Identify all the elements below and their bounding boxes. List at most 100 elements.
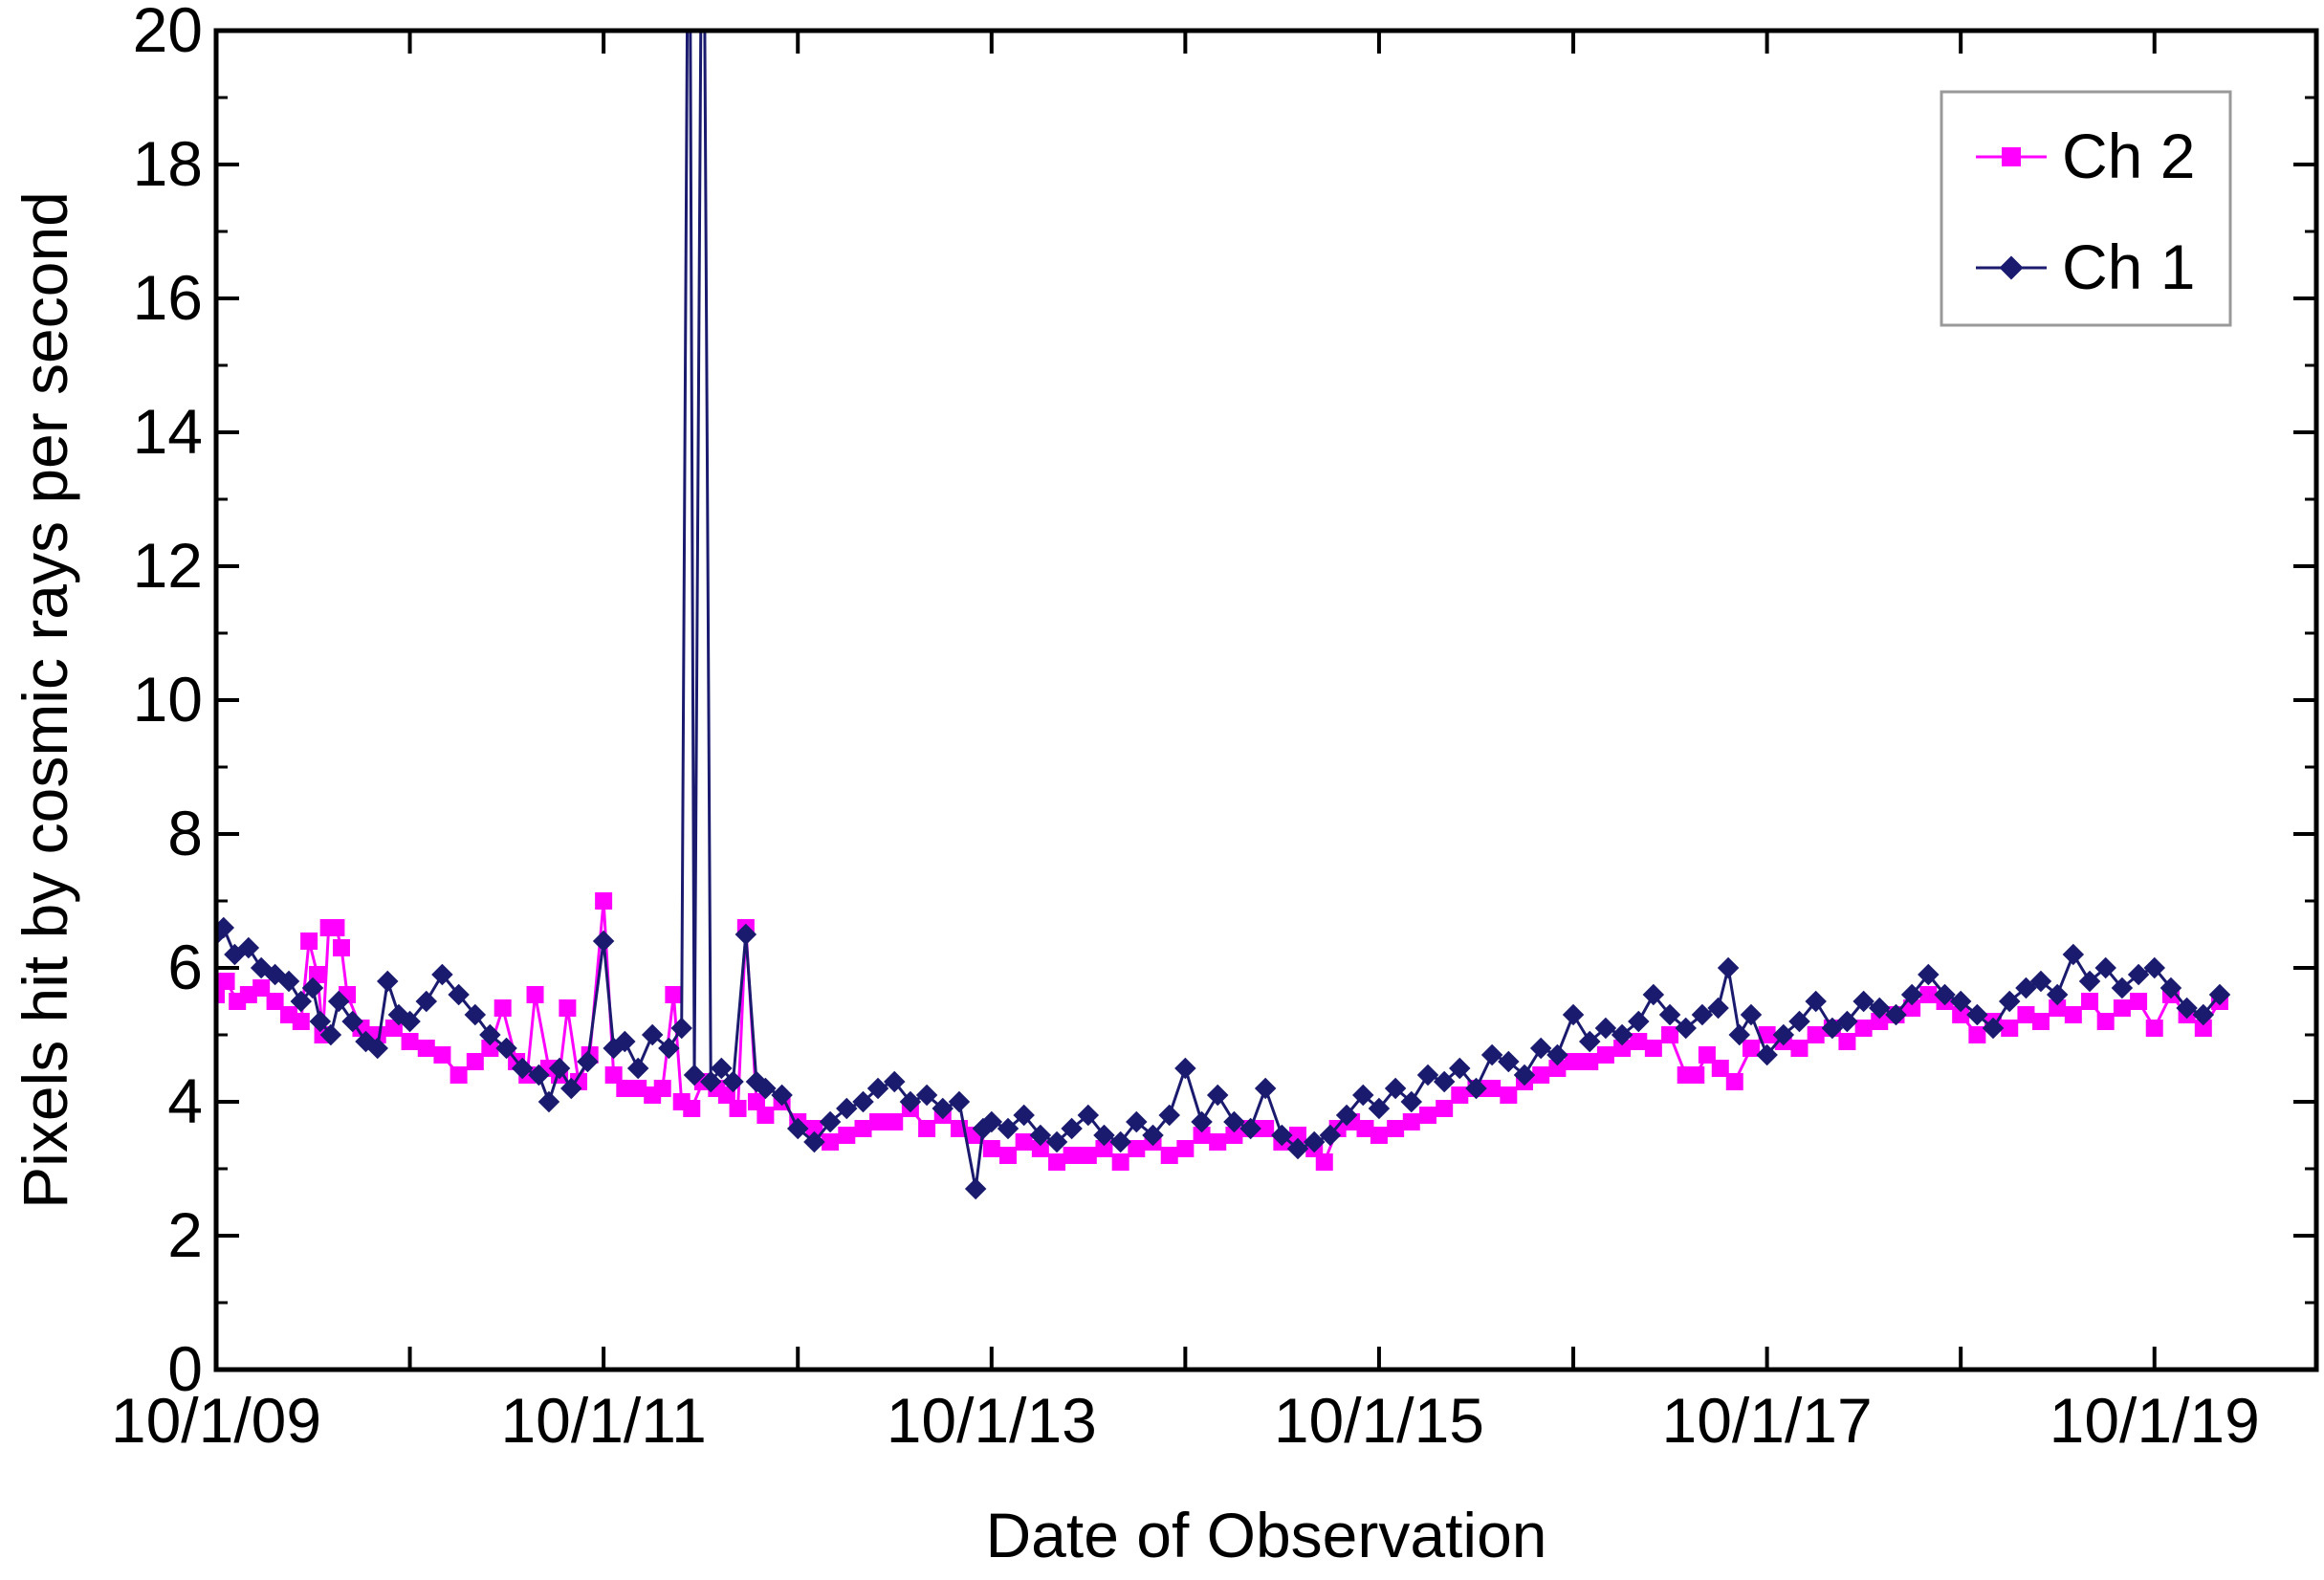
data-point [1717, 956, 1740, 979]
data-point [2160, 977, 2182, 999]
data-point [948, 1090, 971, 1113]
x-axis-title: Date of Observation [986, 1500, 1547, 1570]
data-point [1400, 1090, 1423, 1113]
series-ch-1 [216, 31, 2231, 1200]
legend-label: Ch 1 [2062, 231, 2195, 302]
data-point [526, 986, 544, 1003]
data-point [999, 1147, 1018, 1164]
data-point [399, 1010, 421, 1033]
data-point [699, 1070, 722, 1093]
data-point [1111, 1153, 1129, 1171]
data-point [918, 1120, 936, 1137]
data-point [1900, 983, 1923, 1006]
data-point [866, 1077, 889, 1100]
data-point [980, 1110, 1003, 1133]
data-point [433, 1046, 451, 1064]
data-point [1303, 1130, 1326, 1153]
data-point [1174, 1057, 1196, 1080]
data-point [819, 1110, 842, 1133]
data-point [1968, 1026, 1986, 1043]
data-point [1254, 1077, 1277, 1100]
data-point [277, 970, 300, 993]
data-point [2062, 943, 2085, 966]
data-point [327, 990, 350, 1013]
data-point [560, 1077, 582, 1100]
data-point [495, 1037, 517, 1060]
data-point [1160, 1147, 1178, 1164]
data-point [537, 1090, 560, 1113]
y-tick-label: 20 [133, 0, 203, 65]
data-point [1191, 1110, 1213, 1133]
data-point [852, 1090, 874, 1113]
data-point [1805, 990, 1827, 1013]
data-point [883, 1070, 906, 1093]
data-point [1402, 1113, 1420, 1130]
data-point [1433, 1070, 1456, 1093]
data-point [1790, 1040, 1809, 1057]
data-point [1368, 1097, 1391, 1120]
data-point [2111, 977, 2134, 999]
data-point [2049, 999, 2067, 1017]
data-point [417, 1040, 435, 1057]
data-point [1742, 1040, 1760, 1057]
data-point [1271, 1124, 1293, 1147]
data-point [1546, 1043, 1568, 1066]
data-point [1871, 1013, 1889, 1030]
data-point [653, 1080, 671, 1097]
data-point [1513, 1064, 1536, 1086]
data-point [1109, 1130, 1131, 1153]
data-point [1335, 1104, 1358, 1127]
data-point [822, 1133, 840, 1151]
data-point [1611, 1023, 1633, 1046]
data-point [1356, 1120, 1374, 1137]
data-point [237, 936, 260, 959]
y-tick-label: 2 [167, 1199, 203, 1270]
data-point [1451, 1086, 1469, 1104]
data-point [1319, 1124, 1342, 1147]
data-point [2064, 1006, 2082, 1023]
data-point [2176, 997, 2198, 1020]
data-point [1772, 1023, 1795, 1046]
data-point [1596, 1046, 1614, 1064]
y-tick-label: 0 [167, 1333, 203, 1404]
y-tick-label: 6 [167, 932, 203, 1002]
data-point [670, 1017, 692, 1040]
data-point [1063, 1147, 1081, 1164]
series-ch-2 [216, 892, 2228, 1171]
data-point [341, 1010, 363, 1033]
x-tick-label: 10/1/15 [1274, 1385, 1484, 1456]
data-point [1126, 1110, 1148, 1133]
data-point [1239, 1117, 1261, 1140]
data-point [616, 1080, 634, 1097]
data-point [805, 1120, 823, 1137]
data-point [327, 919, 345, 936]
x-tick-label: 10/1/11 [500, 1385, 706, 1456]
data-point [1728, 1023, 1751, 1046]
data-point [1289, 1127, 1307, 1144]
data-point [1698, 1046, 1716, 1064]
x-tick-label: 10/1/17 [1662, 1385, 1873, 1456]
data-point [300, 933, 318, 950]
data-point [366, 1037, 388, 1060]
data-point [1854, 1020, 1873, 1037]
data-point [838, 1127, 856, 1144]
data-point [1661, 1026, 1679, 1043]
data-point [932, 1097, 954, 1120]
data-point [1498, 1050, 1520, 1073]
x-tick-label: 10/1/13 [887, 1385, 1097, 1456]
data-point [2194, 1020, 2212, 1037]
data-point [982, 1140, 1000, 1157]
legend-swatch-marker [2002, 147, 2021, 166]
data-point [1286, 1137, 1309, 1160]
data-point [997, 1117, 1019, 1140]
x-tick-label: 10/1/19 [2050, 1385, 2260, 1456]
data-point [1675, 1017, 1697, 1040]
data-point [2096, 1013, 2115, 1030]
data-point [1465, 1077, 1487, 1100]
data-point [1853, 990, 1875, 1013]
data-point [1532, 1066, 1550, 1084]
data-point [1209, 1133, 1227, 1151]
data-point [1029, 1124, 1052, 1147]
data-point [2208, 983, 2231, 1006]
